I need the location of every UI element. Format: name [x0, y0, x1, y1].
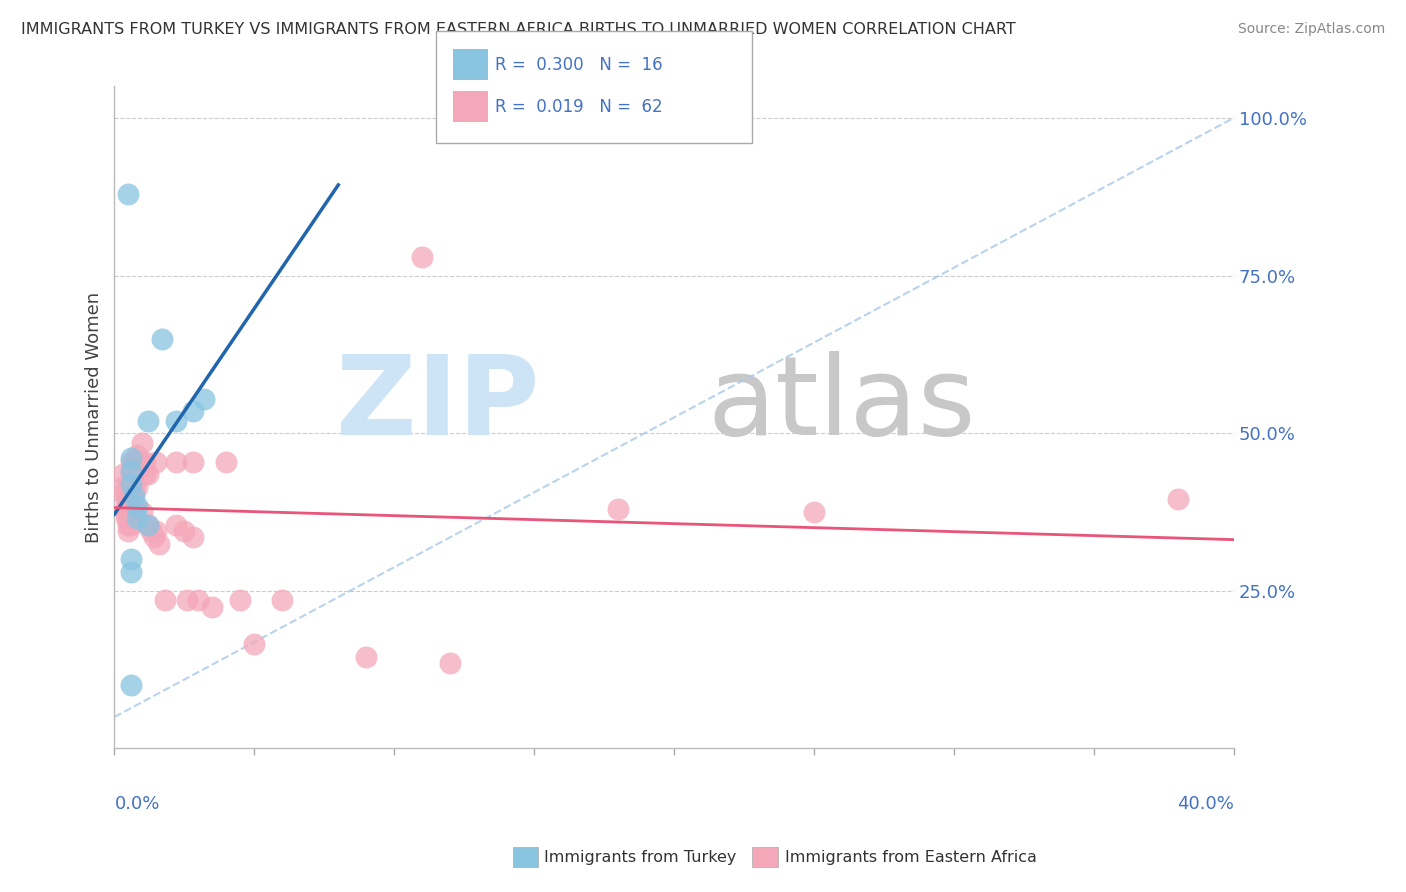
Point [136, 467, 159, 482]
Point [125, 511, 148, 525]
Point [114, 492, 136, 507]
Point [122, 454, 145, 468]
Text: Source: ZipAtlas.com: Source: ZipAtlas.com [1237, 22, 1385, 37]
Point [153, 593, 176, 607]
Point [181, 404, 204, 418]
Point [150, 332, 173, 346]
Point [117, 511, 139, 525]
Point [120, 678, 142, 692]
Point [111, 480, 134, 494]
Point [243, 637, 266, 651]
Point [117, 186, 139, 201]
Point [120, 505, 142, 519]
Point [145, 454, 167, 468]
Point [181, 530, 204, 544]
Text: R =  0.019   N =  62: R = 0.019 N = 62 [495, 98, 662, 116]
Point [117, 492, 139, 507]
Point [120, 552, 142, 566]
Point [176, 593, 198, 607]
Point [131, 435, 153, 450]
Point [128, 461, 150, 475]
Point [134, 454, 156, 468]
Point [111, 486, 134, 500]
Point [173, 524, 195, 538]
Point [122, 505, 145, 519]
Point [134, 467, 156, 482]
Point [411, 250, 433, 264]
Point [117, 524, 139, 538]
Point [125, 461, 148, 475]
Point [120, 517, 142, 532]
Point [117, 499, 139, 513]
Point [117, 517, 139, 532]
Point [120, 565, 142, 579]
Point [122, 467, 145, 482]
Point [165, 517, 187, 532]
Point [120, 480, 142, 494]
Point [139, 524, 162, 538]
Point [136, 517, 159, 532]
Point [120, 476, 142, 491]
Point [439, 657, 461, 671]
Point [215, 454, 238, 468]
Point [201, 599, 224, 614]
Point [229, 593, 252, 607]
Point [117, 480, 139, 494]
Point [128, 454, 150, 468]
Point [114, 499, 136, 513]
Text: ZIP: ZIP [336, 351, 540, 458]
Point [120, 464, 142, 478]
Text: Immigrants from Turkey: Immigrants from Turkey [544, 850, 737, 864]
Point [125, 448, 148, 462]
Point [271, 593, 294, 607]
Y-axis label: Births to Unmarried Women: Births to Unmarried Women [86, 292, 103, 543]
Point [1167, 492, 1189, 507]
Point [122, 480, 145, 494]
Point [111, 467, 134, 482]
Point [117, 505, 139, 519]
Text: IMMIGRANTS FROM TURKEY VS IMMIGRANTS FROM EASTERN AFRICA BIRTHS TO UNMARRIED WOM: IMMIGRANTS FROM TURKEY VS IMMIGRANTS FRO… [21, 22, 1017, 37]
Point [114, 505, 136, 519]
Point [142, 530, 165, 544]
Point [120, 454, 142, 468]
Point [120, 492, 142, 507]
Point [181, 454, 204, 468]
Point [114, 511, 136, 525]
Point [120, 499, 142, 513]
Text: 0.0%: 0.0% [114, 795, 160, 813]
Text: atlas: atlas [707, 351, 976, 458]
Point [122, 486, 145, 500]
Point [122, 499, 145, 513]
Point [120, 467, 142, 482]
Point [125, 499, 148, 513]
Text: Immigrants from Eastern Africa: Immigrants from Eastern Africa [785, 850, 1036, 864]
Text: 40.0%: 40.0% [1177, 795, 1234, 813]
Point [145, 524, 167, 538]
Point [187, 593, 209, 607]
Point [148, 536, 170, 550]
Point [122, 489, 145, 503]
Point [165, 454, 187, 468]
Point [136, 413, 159, 427]
Point [131, 505, 153, 519]
Point [193, 392, 215, 406]
Point [125, 480, 148, 494]
Point [136, 517, 159, 532]
Point [165, 413, 187, 427]
Point [803, 505, 825, 519]
Point [120, 451, 142, 466]
Text: R =  0.300   N =  16: R = 0.300 N = 16 [495, 56, 662, 74]
Point [356, 650, 378, 665]
Point [607, 501, 630, 516]
